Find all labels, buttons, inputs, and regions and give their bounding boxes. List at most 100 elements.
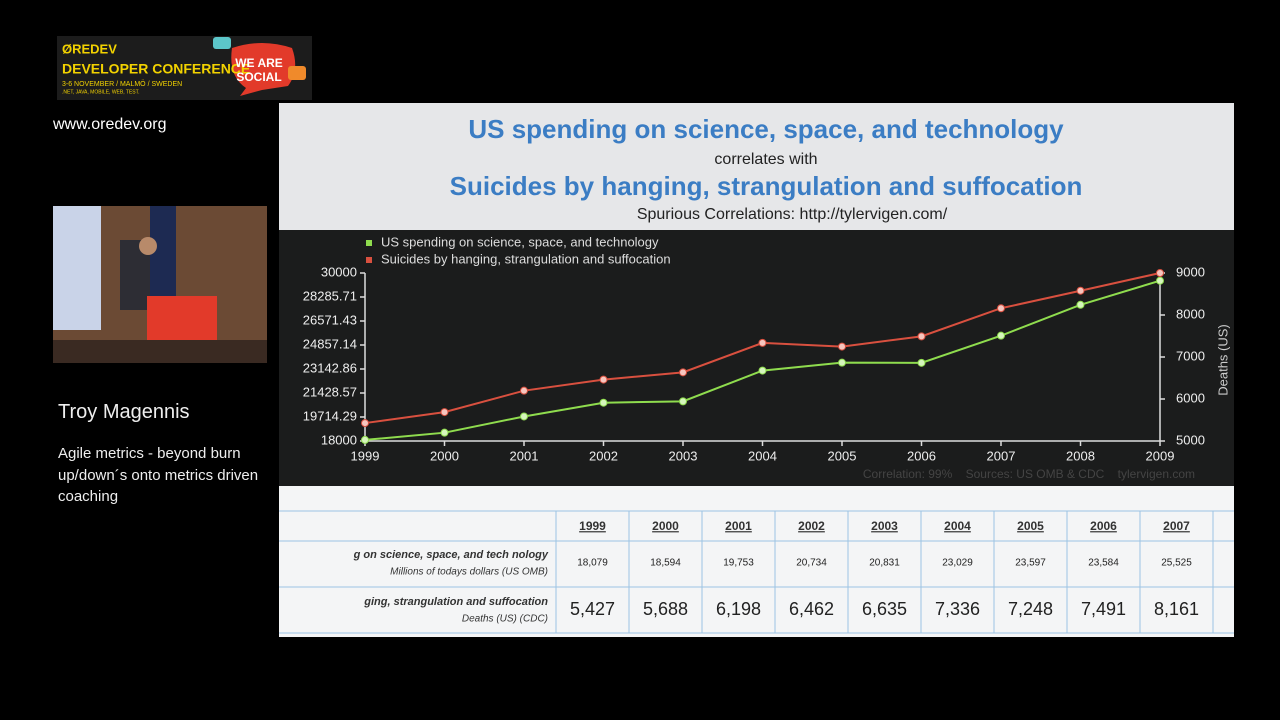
slide-header	[279, 103, 1234, 230]
point	[440, 428, 449, 437]
point	[599, 398, 608, 407]
point	[599, 375, 608, 384]
y-tick-label: 30000	[321, 264, 357, 279]
x-tick-label: 2009	[1146, 448, 1175, 463]
column-header: 2000	[652, 519, 679, 533]
point	[838, 342, 846, 351]
y2-tick-label: 8000	[1176, 306, 1205, 321]
speaker-video	[53, 206, 267, 363]
y-tick-label: 18000	[321, 432, 357, 447]
logo-text: 3-6 NOVEMBER / MALMÖ / SWEDEN	[62, 80, 182, 88]
slide-source: Spurious Correlations: http://tylervigen…	[637, 206, 948, 223]
bubble	[213, 37, 231, 49]
logo-text: .NET, JAVA, MOBILE, WEB, TEST.	[62, 89, 140, 95]
x-tick-label: 2005	[828, 448, 857, 463]
column-header: 2001	[725, 519, 752, 533]
table-cell: 6,198	[716, 599, 761, 619]
y2-tick-label: 6000	[1176, 390, 1205, 405]
table-cell: 23,597	[1015, 558, 1046, 569]
legend-label: Suicides by hanging, strangulation and s…	[381, 251, 671, 266]
point	[1076, 300, 1085, 309]
table-cell: 20,734	[796, 558, 827, 569]
y2-tick-label: 5000	[1176, 432, 1205, 447]
column-header: 2002	[798, 519, 825, 533]
table-cell: 23,584	[1088, 558, 1119, 569]
point	[440, 408, 449, 417]
table-cell: 20,831	[869, 558, 900, 569]
table-cell: 25,525	[1161, 558, 1192, 569]
table-cell: 18,079	[577, 558, 608, 569]
x-tick-label: 2002	[589, 448, 618, 463]
table-cell: 7,336	[935, 599, 980, 619]
x-tick-label: 2001	[510, 448, 539, 463]
talk-title: Agile metrics - beyond burn up/down´s on…	[58, 445, 259, 505]
y-tick-label: 19714.29	[303, 408, 357, 423]
badge-text: WE ARE	[235, 56, 283, 70]
row-unit: Millions of todays dollars (US OMB)	[390, 567, 548, 578]
y2-axis-label: Deaths (US)	[1215, 324, 1230, 396]
y-tick-label: 23142.86	[303, 360, 357, 375]
chart-footer: Correlation: 99% Sources: US OMB & CDC t…	[863, 467, 1195, 481]
table-cell: 19,753	[723, 558, 754, 569]
row-unit: Deaths (US) (CDC)	[462, 614, 548, 625]
y-tick-label: 26571.43	[303, 312, 357, 327]
slide-title: US spending on science, space, and techn…	[468, 114, 1064, 144]
point	[520, 386, 528, 395]
table-cell: 7,491	[1081, 599, 1126, 619]
column-header: 1999	[579, 519, 606, 533]
point	[679, 368, 687, 377]
table-cell: 6,462	[789, 599, 834, 619]
point	[758, 338, 767, 347]
x-tick-label: 1999	[351, 448, 380, 463]
table-cell: 8,161	[1154, 599, 1199, 619]
table-cell: 6,635	[862, 599, 907, 619]
table-cell: 23,029	[942, 558, 973, 569]
y2-tick-label: 9000	[1176, 264, 1205, 279]
x-tick-label: 2006	[907, 448, 936, 463]
x-tick-label: 2004	[748, 448, 777, 463]
chart-area	[279, 230, 1234, 486]
point	[917, 358, 926, 367]
url: www.oredev.org	[52, 116, 167, 133]
slide-connector: correlates with	[714, 151, 817, 168]
x-tick-label: 2000	[430, 448, 459, 463]
point	[838, 358, 846, 367]
point	[1156, 269, 1164, 277]
y-tick-label: 28285.71	[303, 288, 357, 303]
y-tick-label: 21428.57	[303, 384, 357, 399]
point	[758, 366, 767, 375]
point	[997, 331, 1005, 340]
x-tick-label: 2008	[1066, 448, 1095, 463]
bubble	[288, 66, 306, 80]
column-header: 2007	[1163, 519, 1190, 533]
point	[1076, 286, 1085, 295]
point	[679, 397, 687, 406]
x-tick-label: 2003	[669, 448, 698, 463]
row-label: ging, strangulation and suffocation	[363, 596, 548, 608]
slide-title: Suicides by hanging, strangulation and s…	[450, 171, 1083, 201]
point	[917, 332, 926, 341]
logo-text: DEVELOPER CONFERENCE	[62, 61, 250, 77]
legend-label: US spending on science, space, and techn…	[381, 234, 659, 249]
legend-marker	[366, 240, 372, 246]
column-header: 2004	[944, 519, 971, 533]
point	[1156, 276, 1164, 285]
table-cell: 18,594	[650, 558, 681, 569]
point	[520, 412, 528, 421]
column-header: 2005	[1017, 519, 1044, 533]
y2-tick-label: 7000	[1176, 348, 1205, 363]
speaker-name: Troy Magennis	[58, 401, 190, 423]
y-tick-label: 24857.14	[303, 336, 357, 351]
legend-marker	[366, 257, 372, 263]
badge-text: SOCIAL	[236, 70, 281, 84]
logo-text: ØREDEV	[62, 41, 117, 56]
table-cell: 5,688	[643, 599, 688, 619]
table-cell: 7,248	[1008, 599, 1053, 619]
column-header: 2006	[1090, 519, 1117, 533]
row-label: g on science, space, and tech nology	[353, 549, 549, 561]
point	[997, 304, 1005, 313]
table-cell: 5,427	[570, 599, 615, 619]
point	[361, 435, 369, 444]
